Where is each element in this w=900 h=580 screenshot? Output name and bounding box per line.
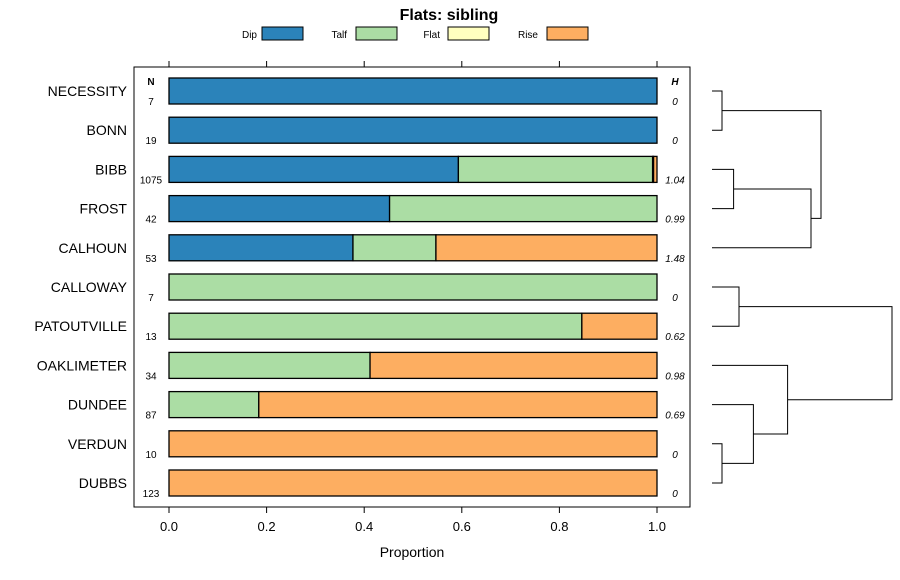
bar-segment-rise	[369, 351, 658, 380]
bar-segment-dip	[168, 194, 391, 223]
h-value: 0	[672, 450, 678, 461]
bar-segment-rise	[652, 155, 658, 184]
n-value: 1075	[140, 175, 163, 186]
h-value: 0	[672, 293, 678, 304]
bar-segment-talf	[168, 273, 658, 301]
x-tick-label: 1.0	[648, 519, 666, 534]
legend-swatch-flat	[447, 26, 490, 41]
bar-segment-rise	[581, 312, 658, 340]
chart-title: Flats: sibling	[400, 7, 499, 24]
n-value: 42	[145, 215, 157, 226]
n-value: 53	[145, 254, 157, 265]
bar-segment-talf	[168, 351, 371, 380]
x-tick-label: 0.2	[258, 519, 276, 534]
h-column-header: H	[671, 77, 679, 88]
legend-label-rise: Rise	[518, 30, 538, 41]
h-value: 0	[672, 136, 678, 147]
x-axis-title: Proportion	[380, 544, 445, 560]
x-tick-label: 0.0	[160, 519, 178, 534]
legend-swatch-talf	[355, 26, 398, 41]
legend-label-talf: Talf	[331, 30, 347, 41]
row-label: CALHOUN	[59, 240, 127, 256]
bar-segment-dip	[168, 116, 658, 144]
row-label: BONN	[87, 122, 127, 138]
h-value: 0.62	[665, 332, 685, 343]
h-value: 0.99	[665, 215, 685, 226]
n-value: 123	[143, 489, 160, 500]
dendrogram-branch	[712, 443, 723, 484]
row-label: NECESSITY	[48, 83, 128, 99]
plot-frame	[133, 66, 691, 508]
bar-segment-dip	[168, 77, 658, 105]
h-value: 0.69	[665, 411, 685, 422]
row-label: CALLOWAY	[51, 279, 128, 295]
h-value: 1.04	[665, 175, 685, 186]
bar-segment-talf	[352, 234, 437, 262]
dendrogram-branch	[712, 286, 740, 327]
row-label: OAKLIMETER	[37, 357, 127, 373]
legend-swatch-dip	[261, 26, 304, 41]
legend-label-dip: Dip	[242, 30, 257, 41]
bar-segment-talf	[168, 390, 260, 419]
n-value: 7	[148, 97, 154, 108]
bars-group: NECESSITY 7 0 BONN 19 0 BIBB 1075 1.04 FROST 42 0.9…	[34, 77, 685, 500]
x-tick-label: 0.8	[550, 519, 568, 534]
dendrogram-branch	[712, 188, 812, 249]
n-value: 7	[148, 293, 154, 304]
dendrogram-branch	[712, 364, 789, 435]
dendrogram-branch	[739, 306, 893, 401]
n-column-header: N	[147, 77, 154, 88]
row-label: BIBB	[95, 161, 127, 177]
bar-segment-talf	[168, 312, 583, 340]
bar-segment-rise	[435, 234, 658, 262]
row-label: FROST	[80, 201, 128, 217]
dendrogram-branch	[712, 168, 735, 210]
bar-segment-talf	[457, 155, 654, 184]
bar-segment-rise	[258, 390, 658, 419]
n-value: 10	[145, 450, 157, 461]
row-label: DUBBS	[79, 475, 127, 491]
row-label: PATOUTVILLE	[34, 318, 127, 334]
n-value: 13	[145, 332, 157, 343]
h-value: 0.98	[665, 371, 685, 382]
n-value: 34	[145, 371, 157, 382]
axes-group: 0.0 0.2 0.4 0.6 0.8 1.0	[160, 61, 666, 534]
legend-label-flat: Flat	[423, 30, 440, 41]
bar-segment-rise	[168, 469, 658, 497]
dendrogram-branch	[712, 404, 754, 464]
bar-segment-talf	[388, 194, 658, 223]
h-value: 0	[672, 97, 678, 108]
x-tick-label: 0.6	[453, 519, 471, 534]
dendrogram	[712, 90, 893, 484]
bar-segment-dip	[168, 155, 460, 184]
legend: Dip Talf Flat Rise	[242, 26, 589, 41]
bar-segment-rise	[168, 430, 658, 458]
dendrogram-branch	[712, 90, 723, 131]
n-value: 19	[145, 136, 157, 147]
dendrogram-branch	[722, 110, 822, 219]
n-value: 87	[145, 411, 157, 422]
h-value: 0	[672, 489, 678, 500]
legend-swatch-rise	[546, 26, 589, 41]
x-tick-label: 0.4	[355, 519, 373, 534]
h-value: 1.48	[665, 254, 685, 265]
row-label: VERDUN	[68, 436, 127, 452]
row-label: DUNDEE	[68, 397, 127, 413]
bar-segment-dip	[168, 234, 354, 262]
